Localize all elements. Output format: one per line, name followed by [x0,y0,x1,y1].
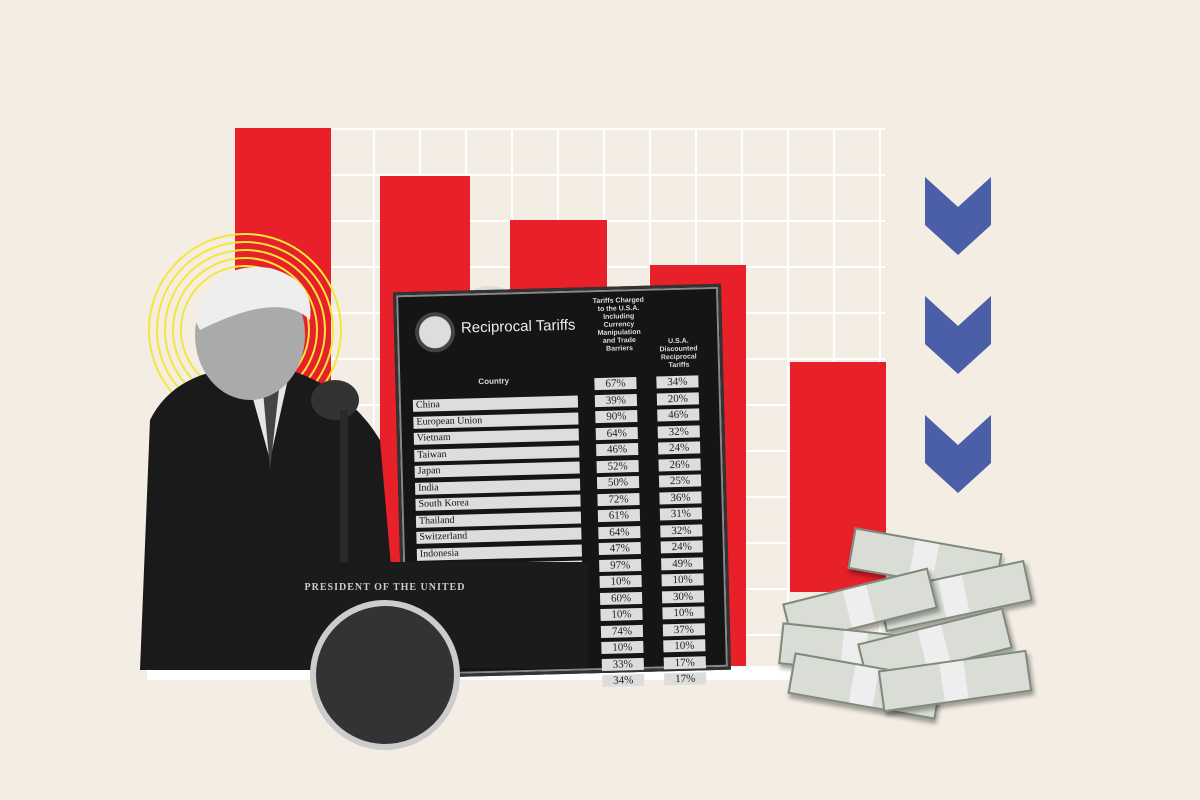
charged-header: Tariffs Charged to the U.S.A. Including … [592,296,644,353]
charged-cell: 10% [599,574,642,589]
discounted-cell: 32% [660,523,703,537]
discounted-cell: 10% [662,606,705,620]
discounted-cell: 30% [661,589,705,603]
discounted-cell: 17% [663,655,706,669]
board-title: Reciprocal Tariffs [460,316,576,337]
country-row: Vietnam [413,428,579,445]
country-row: South Korea [415,494,581,511]
podium-seal [310,600,460,750]
country-row: Taiwan [414,445,580,462]
country-row: India [414,478,581,495]
discounted-cell: 49% [661,556,704,570]
charged-cell: 60% [599,591,643,605]
discounted-cell: 25% [658,474,702,488]
country-header: Country [478,376,510,387]
charged-cell: 64% [595,426,638,440]
country-row: Thailand [415,511,582,528]
presidential-seal-icon [414,311,456,353]
discounted-cell: 10% [661,573,704,587]
charged-cell: 72% [597,492,640,506]
discounted-cell: 26% [658,457,701,471]
country-row: Japan [414,461,580,478]
charged-cell: 67% [594,377,637,391]
charged-cell: 52% [596,459,639,473]
charged-cell: 50% [596,475,640,490]
charged-cell: 74% [600,624,644,638]
country-row: European Union [413,412,579,429]
charged-cell: 61% [597,508,641,523]
discounted-cell: 24% [660,540,703,554]
charged-cell: 10% [601,640,644,655]
podium-text: PRESIDENT OF THE UNITED [304,582,466,593]
charged-cell: 46% [596,442,639,457]
charged-cell: 90% [595,410,638,424]
discounted-cell: 46% [657,408,700,422]
chevron-down-icon [925,177,991,255]
country-row: China [412,395,579,412]
charged-cell: 34% [602,673,645,688]
charged-cell: 97% [599,558,642,572]
charged-cell: 39% [594,393,638,407]
charged-cell: 47% [598,541,641,556]
chevron-down-icon [925,296,991,374]
discounted-cell: 20% [656,391,700,405]
chevron-down-icon [925,415,991,493]
discounted-cell: 24% [658,441,701,455]
country-row: Switzerland [416,527,582,544]
discounted-cell: 10% [663,639,706,653]
discounted-cell: 31% [659,507,703,521]
country-row: Indonesia [416,544,582,561]
charged-cell: 33% [601,657,644,671]
discounted-cell: 34% [656,375,699,389]
charged-cell: 10% [600,607,643,622]
discounted-header: U.S.A. Discounted Reciprocal Tariffs [659,337,698,370]
charged-cell: 64% [598,525,641,539]
discounted-cell: 37% [662,622,706,636]
money-stacks [778,527,1040,720]
discounted-cell: 17% [664,672,707,686]
discounted-cell: 36% [659,490,702,504]
discounted-cell: 32% [657,424,700,438]
